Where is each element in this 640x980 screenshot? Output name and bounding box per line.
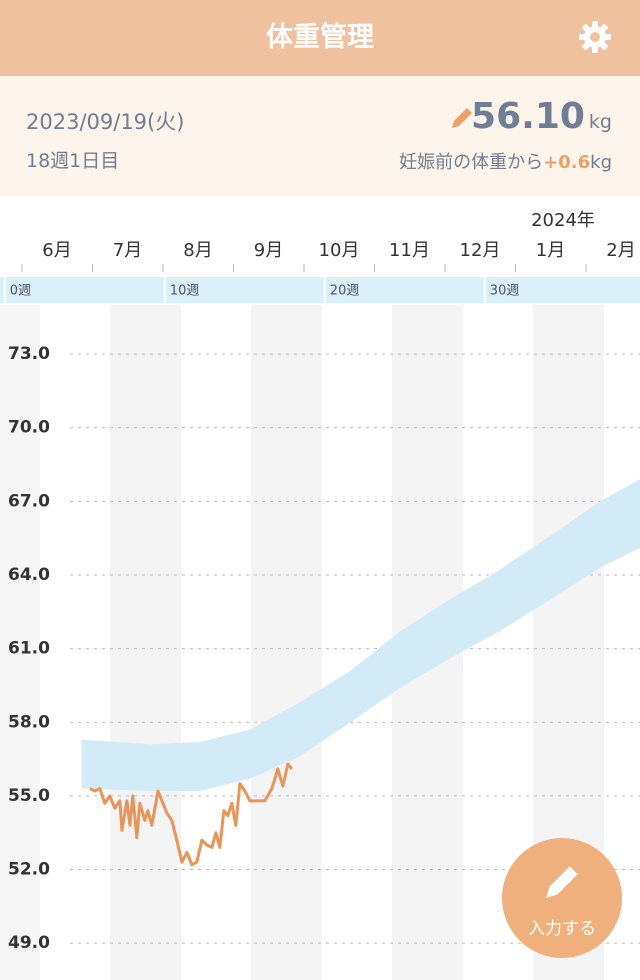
month-label: 12月 — [460, 240, 501, 261]
axis-background — [0, 305, 40, 980]
current-weight: 56.10 kg — [471, 96, 612, 137]
recommended-range — [81, 479, 640, 791]
button-label: 入力する — [528, 919, 596, 939]
y-tick-label: 73.0 — [8, 344, 50, 364]
edit-icon — [452, 108, 472, 128]
y-tick-label: 49.0 — [8, 933, 50, 953]
month-label: 11月 — [389, 240, 430, 261]
input-button[interactable]: 入力する — [502, 838, 622, 958]
week-label: 10週 — [170, 284, 200, 299]
pregnancy-week: 18週1日目 — [26, 150, 120, 172]
weight-line — [89, 762, 294, 867]
week-label: 0週 — [10, 284, 31, 299]
month-label: 7月 — [113, 240, 142, 261]
y-tick-label: 55.0 — [8, 786, 50, 806]
month-label: 6月 — [42, 240, 71, 261]
week-bar — [0, 277, 640, 303]
y-tick-label: 61.0 — [8, 639, 50, 659]
week-label: 20週 — [330, 284, 360, 299]
summary-panel: 2023/09/19(火) 18週1日目 56.10 kg 妊娠前の体重から+0.… — [0, 76, 640, 196]
edit-icon — [546, 866, 578, 898]
weight-value: 56.10 — [471, 96, 585, 137]
month-label: 8月 — [183, 240, 212, 261]
y-tick-label: 67.0 — [8, 491, 50, 511]
y-tick-label: 64.0 — [8, 565, 50, 585]
month-column — [110, 305, 181, 980]
date[interactable]: 2023/09/19(火) — [26, 110, 185, 134]
month-label: 1月 — [536, 240, 565, 261]
y-tick-label: 70.0 — [8, 418, 50, 438]
app-header: 体重管理 — [0, 0, 640, 76]
y-tick-label: 58.0 — [8, 712, 50, 732]
weight-diff: 妊娠前の体重から+0.6kg — [399, 148, 612, 174]
month-label: 9月 — [254, 240, 283, 261]
y-tick-label: 52.0 — [8, 860, 50, 880]
year-label: 2024年 — [531, 210, 595, 231]
month-label: 10月 — [319, 240, 360, 261]
settings-button[interactable] — [578, 20, 612, 54]
diff-unit: kg — [590, 152, 612, 173]
diff-value: +0.6 — [543, 152, 591, 173]
week-label: 30週 — [490, 284, 520, 299]
weight-unit: kg — [588, 111, 612, 133]
header-title: 体重管理 — [266, 22, 374, 53]
diff-label: 妊娠前の体重から — [399, 152, 544, 173]
month-label: 2月 — [606, 240, 635, 261]
month-column — [251, 305, 322, 980]
